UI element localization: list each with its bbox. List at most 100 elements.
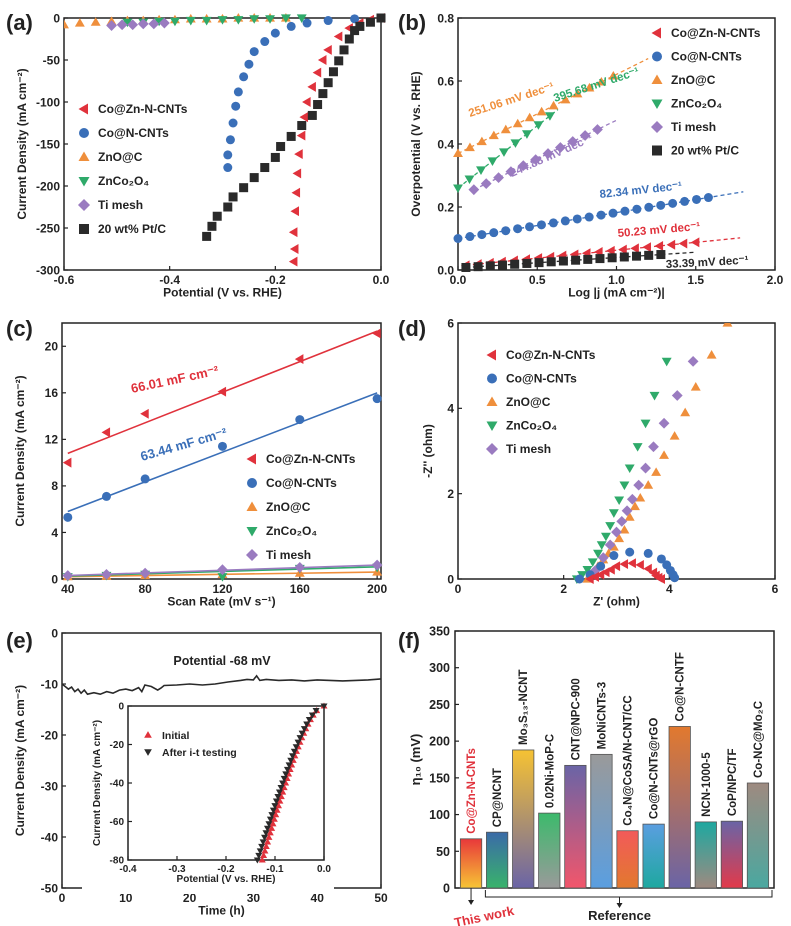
data-point — [258, 843, 266, 850]
data-point — [212, 211, 222, 221]
legend-item: Co@N-CNTs — [247, 476, 337, 490]
y-tick-label: 0 — [51, 626, 58, 640]
data-point — [139, 567, 151, 579]
data-point — [233, 87, 243, 97]
legend-label: ZnO@C — [98, 150, 143, 164]
data-point — [302, 18, 312, 28]
data-point — [643, 480, 654, 489]
data-point — [262, 830, 270, 837]
data-point — [116, 19, 128, 31]
data-point — [372, 328, 381, 339]
legend-marker — [652, 145, 662, 156]
x-tick-label: 2 — [560, 582, 567, 596]
data-point — [465, 232, 475, 242]
legend-item: Co@Zn-N-CNTs — [651, 26, 761, 40]
legend-item: Ti mesh — [486, 442, 551, 456]
data-point — [320, 703, 328, 710]
data-point — [624, 512, 635, 521]
data-point — [596, 561, 606, 571]
legend-marker — [78, 199, 90, 211]
data-point — [453, 184, 463, 194]
y-tick-label: -60 — [110, 817, 125, 828]
legend-label: Initial — [162, 730, 190, 742]
panel-label: (b) — [398, 10, 426, 35]
data-point — [269, 820, 277, 827]
data-point — [297, 121, 307, 131]
legend-marker — [486, 421, 498, 431]
data-point — [659, 450, 669, 459]
data-point — [231, 101, 241, 111]
x-tick-label: 80 — [138, 582, 152, 596]
data-point — [294, 561, 306, 573]
x-tick-label: -0.1 — [266, 864, 284, 875]
data-point — [274, 802, 283, 809]
bar — [616, 830, 639, 889]
bar-label: CoP/NPC/TF — [727, 748, 739, 816]
data-point — [607, 253, 617, 263]
data-point — [575, 574, 585, 584]
data-point — [223, 163, 233, 173]
data-point — [648, 441, 659, 453]
data-point — [633, 479, 645, 491]
data-point — [582, 566, 593, 575]
series-co-n-cnts — [63, 392, 382, 522]
x-tick-label: -0.6 — [54, 273, 75, 287]
data-point — [272, 798, 280, 805]
data-point — [671, 390, 683, 401]
data-point — [292, 168, 302, 179]
data-point — [510, 259, 520, 269]
data-point — [488, 130, 499, 140]
y-tick-label: 100 — [429, 808, 450, 822]
data-point — [289, 244, 299, 254]
y-tick-label: 6 — [447, 316, 454, 330]
plot-frame — [457, 322, 776, 580]
data-point — [605, 522, 616, 531]
bar-label: Co@N-CNTF — [675, 652, 687, 721]
data-point — [274, 794, 282, 801]
data-point — [571, 255, 581, 265]
data-point — [299, 112, 308, 123]
legend-label: Ti mesh — [506, 442, 551, 456]
plot-frame — [61, 322, 382, 580]
data-point — [101, 491, 111, 501]
data-point — [593, 549, 603, 559]
y-tick-label: 300 — [429, 661, 450, 675]
data-point — [626, 493, 638, 505]
data-point — [307, 81, 316, 92]
data-point — [288, 256, 298, 267]
data-point — [670, 573, 680, 583]
data-point — [609, 551, 619, 561]
data-point — [464, 142, 475, 152]
legend-label: Co@Zn-N-CNTs — [98, 102, 188, 116]
this-work-label: This work — [453, 903, 516, 926]
series-co-zn-n-cnts — [62, 328, 381, 468]
data-point — [272, 811, 280, 818]
y-tick-label: 12 — [45, 433, 59, 447]
data-point — [294, 354, 304, 365]
data-point — [303, 721, 311, 728]
data-point — [706, 350, 717, 359]
data-point — [307, 110, 317, 120]
legend-item: Ti mesh — [78, 198, 143, 212]
legend-item: Co@Zn-N-CNTs — [78, 102, 188, 116]
data-point — [101, 427, 111, 438]
data-point — [276, 142, 286, 152]
y-tick-label: 0.6 — [437, 74, 454, 88]
y-axis-label: -Z'' (ohm) — [421, 424, 435, 478]
data-point — [632, 204, 642, 214]
series-20-wt-pt-c — [461, 250, 696, 272]
data-point — [690, 237, 700, 248]
data-point — [656, 574, 666, 584]
y-tick-label: 8 — [51, 479, 58, 493]
bar — [538, 812, 561, 889]
data-point — [548, 100, 559, 110]
x-tick-label: 0 — [59, 891, 66, 905]
data-point — [258, 856, 266, 863]
data-point — [249, 173, 259, 183]
data-point — [658, 417, 670, 429]
data-point — [546, 257, 556, 267]
y-tick-label: -20 — [110, 740, 125, 751]
legend-item: Co@N-CNTs — [487, 372, 577, 386]
y-tick-label: 0 — [447, 572, 454, 586]
data-point — [225, 135, 235, 145]
